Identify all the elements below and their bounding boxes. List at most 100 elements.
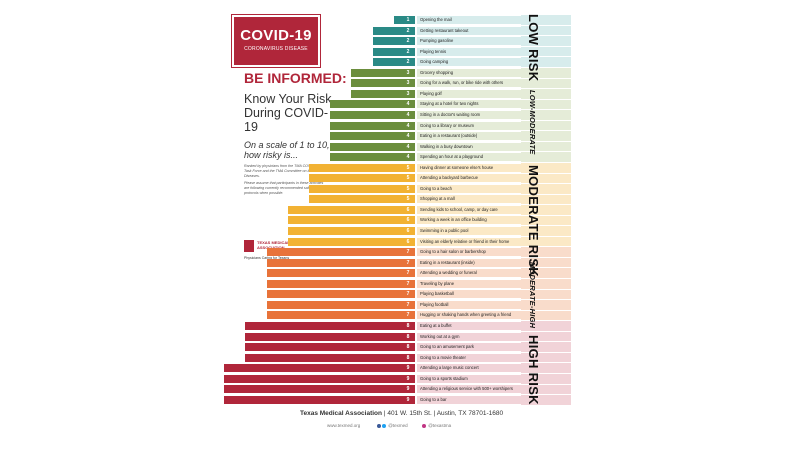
risk-score-label: 6 [406, 217, 410, 224]
activity-label: Playing football [417, 300, 521, 309]
activity-label: Going to an amusement park [417, 343, 521, 352]
risk-score-label: 2 [406, 27, 410, 34]
footer-social-handle-2: @texastma [428, 423, 452, 428]
footer-social-primary: @texmed [377, 423, 408, 428]
risk-score-label: 9 [406, 375, 410, 382]
activity-label: Swimming in a public pool [417, 227, 521, 235]
risk-bar [309, 174, 415, 183]
covid-logo: COVID-19 CORONAVIRUS DISEASE [231, 14, 321, 68]
risk-score-label: 1 [406, 17, 410, 23]
row-separator [521, 88, 571, 90]
activity-label: Pumping gasoline [417, 37, 521, 46]
risk-score-label: 2 [406, 48, 410, 55]
risk-band-low-moderate [521, 67, 571, 163]
activity-label: Attending a backyard barbecue [417, 174, 521, 183]
activity-label: Going to a movie theater [417, 353, 521, 362]
activity-label: Walking in a busy downtown [417, 142, 521, 151]
row-separator [521, 341, 571, 343]
activity-label: Visiting an elderly relative or friend i… [417, 237, 521, 246]
risk-score-label: 7 [406, 312, 410, 319]
risk-bar [372, 47, 415, 56]
risk-label-moderate: MODERATE RISK [526, 165, 541, 277]
logo-title: COVID-19 [240, 27, 312, 44]
risk-bar [287, 227, 415, 235]
facebook-icon [377, 423, 381, 428]
risk-bar [351, 68, 415, 77]
tma-mark-icon [244, 240, 254, 252]
risk-bar [224, 395, 415, 404]
risk-score-label: 7 [406, 249, 410, 256]
ranking-note: Ranked by physicians from the TMA COVID-… [244, 164, 324, 196]
footer-social-handle-1: @texmed [388, 423, 408, 428]
risk-score-label: 6 [406, 238, 410, 245]
risk-score-label: 3 [406, 90, 410, 97]
activity-label: Going to a hair salon or barbershop [417, 248, 521, 257]
row-separator [521, 235, 571, 237]
row-separator [521, 362, 571, 364]
row-separator [521, 246, 571, 248]
risk-score-label: 8 [406, 322, 410, 329]
risk-label-low-moderate: LOW-MODERATE [528, 90, 537, 155]
row-separator [521, 109, 571, 111]
risk-score-label: 4 [406, 111, 410, 118]
row-separator [521, 309, 571, 311]
row-separator [521, 267, 571, 269]
risk-bar [224, 364, 415, 373]
risk-score-label: 2 [406, 59, 410, 66]
risk-bar [266, 311, 415, 320]
risk-bar [224, 374, 415, 383]
risk-bar [266, 290, 415, 299]
row-separator [521, 161, 571, 163]
risk-bar [330, 132, 415, 141]
row-separator [521, 404, 571, 406]
activity-label: Going to a bar [417, 395, 521, 404]
row-separator [521, 193, 571, 195]
risk-band-low [521, 15, 571, 68]
risk-bar [309, 163, 415, 172]
risk-score-label: 4 [406, 122, 410, 129]
row-separator [521, 151, 571, 153]
row-separator [521, 351, 571, 353]
risk-bar [266, 269, 415, 278]
risk-score-label: 7 [406, 259, 410, 266]
activity-label: Going for a walk, run, or bike ride with… [417, 79, 521, 88]
row-separator [521, 24, 571, 26]
row-separator [521, 320, 571, 322]
activity-label: Traveling by plane [417, 279, 521, 288]
activity-label: Shopping at a mall [417, 195, 521, 204]
risk-label-moderate-high: MODERATE-HIGH [528, 262, 537, 329]
risk-bar [372, 58, 415, 67]
activity-label: Grocery shopping [417, 68, 521, 77]
risk-score-label: 3 [406, 69, 410, 76]
row-separator [521, 45, 571, 47]
risk-bar [393, 16, 415, 24]
risk-bar [266, 258, 415, 267]
row-separator [521, 119, 571, 121]
activity-label: Hugging or shaking hands when greeting a… [417, 311, 521, 320]
row-separator [521, 256, 571, 258]
risk-score-label: 5 [406, 196, 410, 203]
risk-score-label: 5 [406, 164, 410, 171]
risk-score-label: 9 [406, 365, 410, 372]
activity-label: Eating in a restaurant (inside) [417, 258, 521, 267]
activity-label: Going to a sports stadium [417, 374, 521, 383]
risk-bar [287, 216, 415, 225]
risk-bar [330, 121, 415, 130]
risk-poster: COVID-19 CORONAVIRUS DISEASE BE INFORMED… [207, 0, 590, 450]
footer-org: Texas Medical Association [300, 410, 383, 417]
row-separator [521, 372, 571, 374]
risk-bar [266, 279, 415, 288]
row-separator [521, 35, 571, 37]
activity-label: Eating at a buffet [417, 321, 521, 330]
tma-name: TEXAS MEDICAL ASSOCIATION [257, 240, 290, 250]
risk-bar [330, 142, 415, 151]
activity-label: Eating in a restaurant (outside) [417, 132, 521, 141]
row-separator [521, 98, 571, 100]
risk-bar [224, 385, 415, 394]
row-separator [521, 172, 571, 174]
row-separator [521, 183, 571, 185]
risk-bar [309, 195, 415, 204]
activity-label: Attending a wedding or funeral [417, 269, 521, 278]
risk-score-label: 7 [406, 291, 410, 298]
row-separator [521, 77, 571, 79]
